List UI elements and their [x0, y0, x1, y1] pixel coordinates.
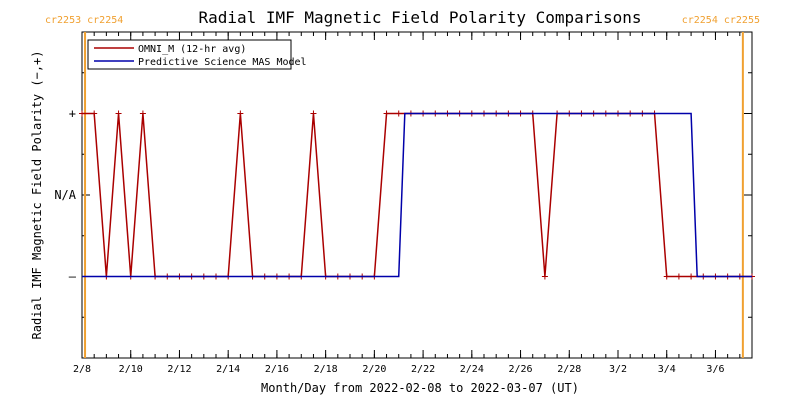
omni-data-point	[91, 110, 98, 117]
y-tick-labels: – N/A +	[54, 107, 76, 284]
x-tick-label: 2/18	[314, 364, 338, 375]
y-tick-label: –	[69, 270, 77, 284]
y-tick-label: N/A	[54, 188, 76, 202]
x-tick-label: 2/28	[557, 364, 581, 375]
omni-data-point	[115, 110, 122, 117]
x-tick-label: 2/10	[119, 364, 143, 375]
carrington-rotation-lines	[84, 32, 744, 358]
legend-label-mas: Predictive Science MAS Model	[138, 57, 307, 68]
omni-data-point	[675, 273, 682, 280]
x-tick-label: 2/8	[73, 364, 91, 375]
x-tick-label: 2/24	[460, 364, 484, 375]
carrington-labels: cr2253 cr2254 cr2254 cr2255	[45, 15, 760, 26]
omni-data-point	[310, 110, 317, 117]
x-tick-label: 3/4	[658, 364, 676, 375]
omni-data-point	[79, 110, 85, 117]
series-layer	[79, 110, 755, 280]
y-tick-label: +	[69, 107, 76, 121]
legend-box	[87, 39, 292, 70]
x-tick-labels: 2/8 2/10 2/12 2/14 2/16 2/18 2/20 2/22 2/24 2/26 2…	[73, 364, 725, 375]
x-tick-label: 3/2	[609, 364, 627, 375]
omni-data-point	[395, 110, 402, 117]
x-tick-label: 3/6	[706, 364, 724, 375]
x-tick-label: 2/16	[265, 364, 289, 375]
x-tick-label: 2/12	[167, 364, 191, 375]
legend-label-omni: OMNI_M (12-hr avg)	[138, 44, 246, 55]
x-tick-label: 2/20	[362, 364, 386, 375]
omni-data-point	[139, 110, 146, 117]
carrington-label: cr2253 cr2254	[45, 15, 123, 26]
omni-series-line	[82, 112, 752, 278]
plot-frame	[81, 31, 753, 359]
x-axis-label: Month/Day from 2022-02-08 to 2022-03-07 …	[261, 381, 579, 395]
x-tick-label: 2/22	[411, 364, 435, 375]
y-axis-label: Radial IMF Magnetic Field Polarity (−,+)	[30, 51, 44, 340]
axis-ticks	[81, 31, 753, 359]
legend: OMNI_M (12-hr avg) Predictive Science MA…	[87, 39, 307, 70]
carrington-label: cr2254 cr2255	[682, 15, 760, 26]
x-tick-label: 2/14	[216, 364, 240, 375]
omni-data-point	[663, 273, 670, 280]
chart-title: Radial IMF Magnetic Field Polarity Compa…	[198, 8, 641, 27]
omni-data-point	[688, 273, 695, 280]
omni-data-point	[383, 110, 390, 117]
omni-data-point	[237, 110, 244, 117]
x-tick-label: 2/26	[508, 364, 532, 375]
mas-series-line	[82, 112, 752, 278]
omni-data-point	[541, 273, 548, 280]
